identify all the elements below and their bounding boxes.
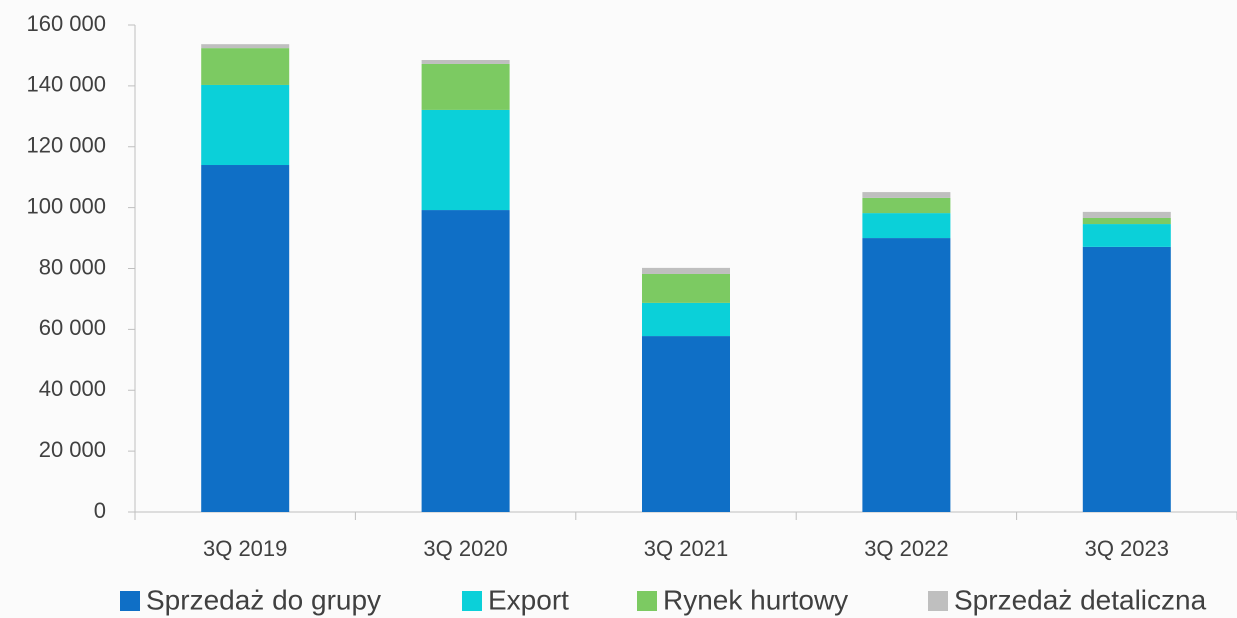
y-tick-label: 0: [94, 498, 106, 523]
bar-segment: [1082, 224, 1171, 247]
bar-segment: [201, 84, 290, 166]
x-tick-label: 3Q 2021: [644, 536, 728, 561]
legend-swatch: [462, 591, 482, 611]
legend-label: Rynek hurtowy: [663, 584, 848, 615]
y-tick-label: 40 000: [39, 376, 106, 401]
y-tick-label: 80 000: [39, 254, 106, 279]
y-tick-label: 140 000: [26, 72, 106, 97]
bar-segment: [201, 44, 290, 49]
bar-segment: [1082, 217, 1171, 225]
x-tick-label: 3Q 2023: [1085, 536, 1169, 561]
x-tick-label: 3Q 2019: [203, 536, 287, 561]
bar-segment: [201, 165, 290, 512]
legend-label: Sprzedaż do grupy: [146, 584, 381, 615]
bar-segment: [862, 213, 951, 239]
legend-label: Sprzedaż detaliczna: [954, 584, 1207, 615]
y-tick-label: 60 000: [39, 315, 106, 340]
bar-segment: [642, 273, 730, 303]
bar-segment: [421, 60, 510, 64]
y-tick-label: 100 000: [26, 193, 106, 218]
x-tick-label: 3Q 2022: [864, 536, 948, 561]
bar-segment: [421, 109, 510, 211]
bar-segment: [862, 192, 951, 198]
legend-swatch: [120, 591, 140, 611]
bar-segment: [201, 48, 290, 85]
bar-segment: [642, 267, 730, 274]
legend-swatch: [637, 591, 657, 611]
legend-label: Export: [488, 584, 569, 615]
bar-segment: [862, 238, 951, 512]
bar-segment: [421, 210, 510, 512]
x-tick-label: 3Q 2020: [423, 536, 507, 561]
bar-segment: [1082, 246, 1171, 512]
y-tick-label: 160 000: [26, 11, 106, 36]
bar-segment: [642, 302, 730, 337]
y-tick-label: 20 000: [39, 437, 106, 462]
bar-segment: [642, 336, 730, 512]
bar-segment: [1082, 211, 1171, 218]
legend-swatch: [928, 591, 948, 611]
y-tick-label: 120 000: [26, 133, 106, 158]
bar-segment: [862, 197, 951, 214]
bar-segment: [421, 63, 510, 110]
